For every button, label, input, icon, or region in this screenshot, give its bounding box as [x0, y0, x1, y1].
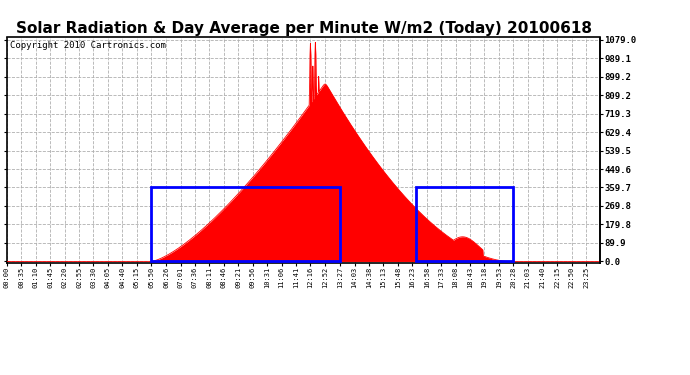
Title: Solar Radiation & Day Average per Minute W/m2 (Today) 20100618: Solar Radiation & Day Average per Minute… — [16, 21, 591, 36]
Bar — [416, 188, 513, 261]
Text: Copyright 2010 Cartronics.com: Copyright 2010 Cartronics.com — [10, 41, 166, 50]
Bar — [151, 188, 339, 261]
